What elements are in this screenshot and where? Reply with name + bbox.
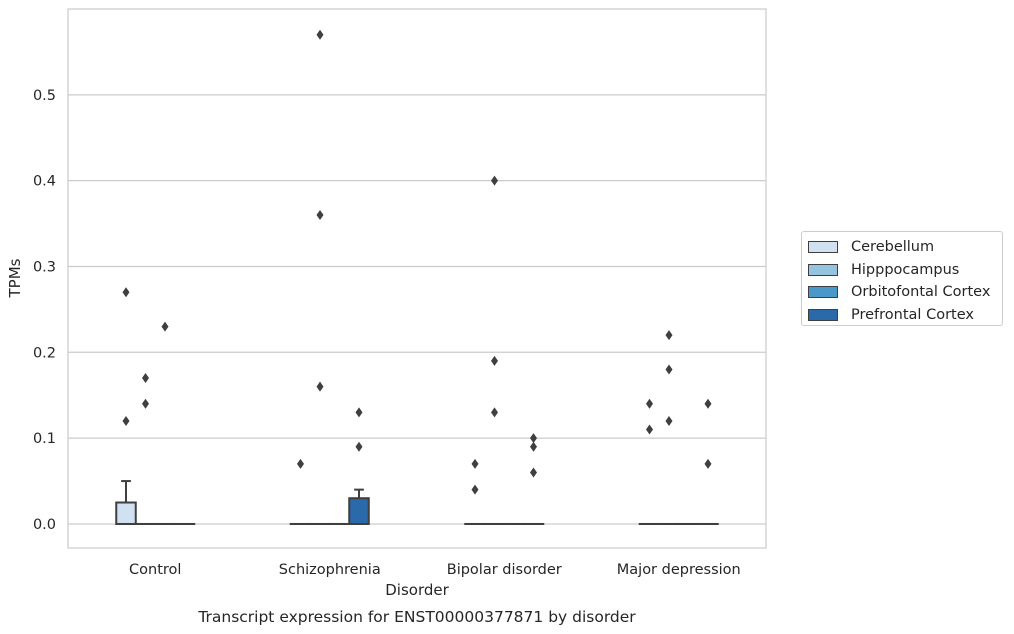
outlier-point: [530, 441, 537, 452]
outlier-point: [530, 467, 537, 478]
outlier-point: [355, 441, 363, 452]
box-prefrontal-cortex-major-depression: [697, 398, 719, 525]
outlier-point: [316, 209, 324, 220]
box-cerebellum-major-depression: [638, 398, 661, 525]
box-prefrontal-cortex-bipolar-disorder: [522, 433, 545, 525]
outlier-point: [491, 355, 498, 366]
outlier-point: [122, 287, 130, 298]
box-prefrontal-cortex-schizophrenia: [348, 407, 370, 525]
outlier-point: [646, 424, 653, 435]
legend-label-orbitofrontal-cortex: Orbitofontal Cortex: [851, 284, 991, 301]
y-axis-label: TPMs: [6, 258, 24, 298]
outlier-point: [355, 407, 363, 418]
outlier-point: [316, 381, 324, 392]
legend-item-prefrontal-cortex: Prefrontal Cortex: [808, 304, 1002, 327]
y-tick-label: 0.5: [33, 88, 56, 104]
x-axis-label: Disorder: [385, 581, 449, 599]
chart-legend: Cerebellum Hipppocampus Orbitofontal Cor…: [801, 231, 1003, 326]
x-tick-label-bipolar-disorder: Bipolar disorder: [447, 562, 562, 578]
y-tick-label: 0.4: [33, 174, 56, 190]
plot-area-frame: [67, 8, 767, 549]
y-tick-label: 0.3: [33, 259, 56, 275]
box-cerebellum-bipolar-disorder: [464, 458, 486, 525]
outlier-point: [704, 398, 712, 409]
outlier-point: [142, 373, 149, 384]
y-tick-label: 0.0: [33, 517, 56, 533]
x-tick-label-schizophrenia: Schizophrenia: [279, 562, 381, 578]
y-tick-label: 0.1: [33, 431, 56, 447]
x-tick-label-major-depression: Major depression: [617, 562, 741, 578]
grid-lines: [68, 94, 766, 525]
legend-swatch-orbitofrontal-cortex: [808, 286, 838, 299]
box-orbitofontal-cortex-control: [154, 321, 176, 525]
legend-label-prefrontal-cortex: Prefrontal Cortex: [851, 306, 974, 323]
box-body: [115, 501, 137, 525]
box-hipppocampus-bipolar-disorder: [483, 175, 506, 525]
box-cerebellum-schizophrenia: [289, 458, 312, 525]
box-hipppocampus-schizophrenia: [309, 29, 331, 525]
legend-swatch-cerebellum: [808, 241, 838, 254]
legend-swatch-prefrontal-cortex: [808, 308, 838, 321]
legend-swatch-hippocampus: [808, 263, 838, 276]
outlier-point: [471, 484, 479, 495]
y-tick-label: 0.2: [33, 345, 56, 361]
outlier-point: [142, 398, 149, 409]
axis-ticks: 0.0 0.1 0.2 0.3 0.4 0.5 Control Schizophrenia Bi…: [33, 88, 741, 578]
outlier-point: [316, 29, 324, 40]
box-cerebellum-control: [115, 287, 137, 525]
box-hipppocampus-control: [134, 373, 157, 525]
x-tick-label-control: Control: [129, 562, 181, 578]
box-hipppocampus-major-depression: [658, 330, 680, 525]
outlier-point: [665, 364, 673, 375]
box-body: [348, 497, 370, 525]
outlier-point: [491, 407, 498, 418]
legend-label-cerebellum: Cerebellum: [851, 239, 935, 256]
outlier-point: [122, 415, 130, 426]
legend-item-orbitofrontal-cortex: Orbitofontal Cortex: [808, 281, 1002, 304]
box-marks: [115, 29, 719, 525]
legend-item-hippocampus: Hipppocampus: [808, 259, 1002, 282]
outlier-point: [491, 175, 498, 186]
outlier-point: [665, 415, 673, 426]
legend-item-cerebellum: Cerebellum: [808, 236, 1002, 259]
chart-caption: Transcript expression for ENST0000037787…: [197, 608, 636, 626]
outlier-point: [297, 458, 304, 469]
outlier-point: [471, 458, 479, 469]
outlier-point: [646, 398, 653, 409]
outlier-point: [530, 433, 537, 444]
outlier-point: [161, 321, 169, 332]
outlier-point: [665, 330, 673, 341]
legend-label-hippocampus: Hipppocampus: [851, 261, 960, 278]
outlier-point: [704, 458, 712, 469]
